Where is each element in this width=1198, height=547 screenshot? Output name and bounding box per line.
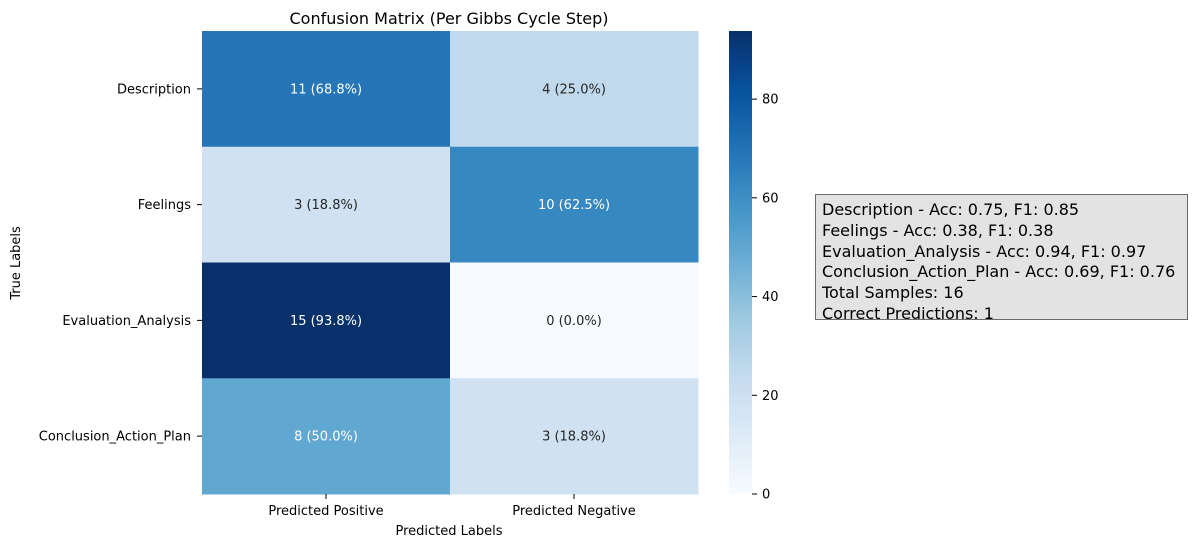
cell-annotation: 15 (93.8%) — [290, 314, 362, 329]
chart-title: Confusion Matrix (Per Gibbs Cycle Step) — [289, 9, 608, 28]
metric-line: Feelings - Acc: 0.38, F1: 0.38 — [822, 220, 1054, 240]
cell-annotation: 3 (18.8%) — [542, 430, 606, 445]
metrics-summary-box: Description - Acc: 0.75, F1: 0.85 Feelin… — [815, 194, 1188, 323]
cell-annotation: 10 (62.5%) — [538, 198, 610, 213]
cell-annotation: 0 (0.0%) — [546, 314, 602, 329]
metric-line: Correct Predictions: 1 — [822, 303, 994, 323]
heatmap-cell — [202, 146, 451, 263]
colorbar-tick-label: 80 — [762, 93, 779, 108]
colorbar-tick-label: 0 — [762, 488, 770, 503]
x-tick-label: Predicted Negative — [512, 504, 636, 519]
metric-line: Total Samples: 16 — [822, 283, 964, 303]
y-tick-label: Evaluation_Analysis — [62, 314, 191, 329]
x-tick-labels: Predicted Positive Predicted Negative — [268, 494, 636, 519]
colorbar-ticks: 0 20 40 60 80 — [752, 93, 779, 503]
cell-annotation: 4 (25.0%) — [542, 82, 606, 97]
y-axis-label: True Labels — [9, 226, 24, 301]
y-tick-labels: Description Feelings Evaluation_Analysis Co… — [39, 82, 202, 445]
x-axis-label: Predicted Labels — [395, 524, 502, 539]
colorbar — [729, 31, 752, 494]
heatmap-cell — [202, 31, 451, 148]
colorbar-tick-label: 40 — [762, 290, 779, 305]
heatmap-cell — [202, 378, 451, 495]
cell-annotation: 8 (50.0%) — [294, 430, 358, 445]
heatmap-cell — [450, 146, 699, 263]
heatmap-cells: 11 (68.8%) 4 (25.0%) 3 (18.8%) 10 (62.5%) 15… — [202, 31, 699, 495]
y-tick-label: Feelings — [138, 198, 191, 213]
metric-line: Description - Acc: 0.75, F1: 0.85 — [822, 200, 1080, 219]
cell-annotation: 11 (68.8%) — [290, 82, 362, 97]
x-tick-label: Predicted Positive — [268, 504, 383, 519]
heatmap-cell — [450, 31, 699, 148]
metric-line: Conclusion_Action_Plan - Acc: 0.69, F1: … — [822, 262, 1176, 282]
colorbar-tick-label: 60 — [762, 191, 779, 206]
heatmap-cell — [450, 262, 699, 379]
heatmap-cell — [202, 262, 451, 379]
heatmap-cell — [450, 378, 699, 495]
y-tick-label: Conclusion_Action_Plan — [39, 430, 191, 445]
colorbar-tick-label: 20 — [762, 389, 779, 404]
cell-annotation: 3 (18.8%) — [294, 198, 358, 213]
metric-line: Evaluation_Analysis - Acc: 0.94, F1: 0.9… — [822, 241, 1147, 261]
y-tick-label: Description — [117, 82, 191, 97]
